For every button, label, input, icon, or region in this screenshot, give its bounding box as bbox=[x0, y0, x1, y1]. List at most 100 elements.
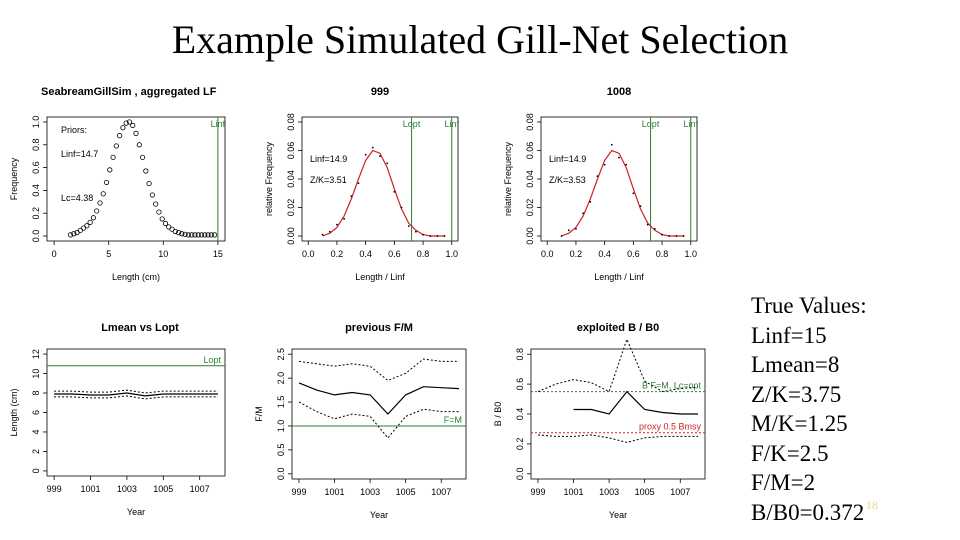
f999-ytick-label: 0.02 bbox=[286, 199, 296, 217]
lmean-series-mean bbox=[54, 392, 218, 397]
f1008-vline-label: Lopt bbox=[642, 119, 660, 129]
f999-ytick-label: 0.08 bbox=[286, 113, 296, 131]
lf-xtick-label: 5 bbox=[106, 249, 111, 259]
bb0-xtick-label: 1005 bbox=[635, 487, 655, 497]
lf-point bbox=[90, 215, 97, 221]
f1008-point bbox=[582, 212, 585, 215]
fm-ytick-label: 2.0 bbox=[276, 372, 286, 385]
lf-point bbox=[120, 125, 126, 131]
f1008-point bbox=[610, 143, 613, 146]
lf-point bbox=[192, 232, 198, 238]
lf-point bbox=[143, 168, 149, 174]
lf-annotation: Lc=4.38 bbox=[61, 193, 93, 203]
f999-point bbox=[350, 195, 353, 198]
lmean-series-bound-1 bbox=[54, 389, 218, 394]
f999-xtick-label: 1.0 bbox=[446, 249, 459, 259]
f999-point bbox=[357, 182, 360, 185]
lf-point bbox=[172, 228, 178, 235]
bb0-ytick-label: 0.2 bbox=[515, 438, 525, 451]
f999-ytick-label: 0.00 bbox=[286, 227, 296, 245]
f1008-point bbox=[653, 228, 656, 230]
lf-xtick-label: 10 bbox=[158, 249, 168, 259]
lf-point bbox=[175, 230, 182, 236]
lf-point bbox=[179, 231, 185, 237]
f999-point bbox=[422, 233, 424, 236]
lmean-xtick-label: 1003 bbox=[117, 484, 137, 494]
lmean-xlabel: Year bbox=[127, 507, 145, 517]
f999-point bbox=[364, 153, 367, 156]
f1008-ytick-label: 0.00 bbox=[525, 227, 535, 245]
lf-point bbox=[185, 232, 192, 238]
lf-point bbox=[139, 154, 146, 160]
true-value-zk: Z/K=3.75 bbox=[751, 381, 842, 407]
fm-xtick-label: 1001 bbox=[325, 487, 345, 497]
f1008-ytick-label: 0.02 bbox=[525, 199, 535, 217]
fm-ytick-label: 0.5 bbox=[276, 444, 286, 457]
f999-point bbox=[328, 230, 331, 233]
lf-xtick-label: 0 bbox=[52, 249, 57, 259]
lf-point bbox=[94, 208, 100, 214]
lmean-xtick-label: 999 bbox=[47, 484, 62, 494]
true-value-fk: F/K=2.5 bbox=[751, 440, 829, 466]
lf-ytick-label: 0.0 bbox=[31, 230, 41, 243]
f999-point bbox=[371, 146, 374, 149]
bb0-ytick-label: 0.4 bbox=[515, 408, 525, 421]
lmean-ytick-label: 6 bbox=[31, 410, 41, 415]
lf-point bbox=[67, 232, 74, 238]
bb0-ylabel: B / B0 bbox=[493, 402, 503, 427]
f999-point bbox=[429, 235, 432, 237]
f1008-title: 1008 bbox=[607, 86, 631, 98]
lmean-ytick-label: 12 bbox=[31, 349, 41, 359]
bb0-hline-label: proxy 0.5 Bmsy bbox=[639, 422, 702, 432]
lf-vline-label: Linf bbox=[211, 119, 226, 129]
slide-title: Example Simulated Gill-Net Selection bbox=[171, 17, 789, 62]
lmean-xtick-label: 1007 bbox=[190, 484, 210, 494]
lf-point bbox=[212, 232, 218, 238]
lf-point bbox=[87, 219, 93, 225]
f999-point bbox=[400, 206, 403, 209]
lmean-hline-label: Lopt bbox=[203, 355, 221, 365]
lmean-ytick-label: 0 bbox=[31, 468, 41, 473]
fm-title: previous F/M bbox=[345, 322, 413, 334]
lf-point bbox=[126, 119, 133, 125]
fm-xtick-label: 1007 bbox=[431, 487, 451, 497]
f1008-ytick-label: 0.04 bbox=[525, 170, 535, 188]
f1008-ylabel: relative Frequency bbox=[503, 141, 513, 216]
f999-point bbox=[436, 235, 439, 237]
bb0-series-bound-2 bbox=[537, 434, 698, 443]
f1008-annotation: Linf=14.9 bbox=[549, 154, 586, 164]
bb0-xtick-label: 1003 bbox=[599, 487, 619, 497]
lmean-plot-frame bbox=[46, 348, 226, 477]
f999-point bbox=[386, 162, 389, 165]
f1008-point bbox=[668, 235, 671, 237]
fm-hline-label: F=M bbox=[444, 415, 462, 425]
lmean-ytick-label: 2 bbox=[31, 449, 41, 454]
f1008-xtick-label: 0.4 bbox=[598, 249, 611, 259]
slide-number: 18 bbox=[866, 498, 878, 512]
lf-point bbox=[136, 142, 142, 148]
fm-ytick-label: 1.0 bbox=[276, 420, 286, 433]
fm-xtick-label: 1005 bbox=[396, 487, 416, 497]
lf-ytick-label: 0.8 bbox=[31, 139, 41, 152]
f999-ylabel: relative Frequency bbox=[264, 141, 274, 216]
lf-xlabel: Length (cm) bbox=[112, 272, 160, 282]
f1008-fit-line bbox=[561, 149, 684, 237]
bb0-ytick-label: 0.6 bbox=[515, 378, 525, 391]
lf-point bbox=[189, 232, 195, 238]
lf-point bbox=[146, 180, 152, 187]
f999-point bbox=[407, 225, 410, 227]
lf-annotation: Priors: bbox=[61, 125, 87, 135]
bb0-ytick-label: 0.0 bbox=[515, 468, 525, 481]
lf-point bbox=[107, 167, 113, 173]
f999-point bbox=[336, 223, 338, 226]
lf-point bbox=[84, 223, 90, 229]
f1008-xtick-label: 0.8 bbox=[656, 249, 669, 259]
true-value-lmean: Lmean=8 bbox=[751, 352, 840, 377]
fm-ytick-label: 0.0 bbox=[276, 468, 286, 481]
f999-xtick-label: 0.0 bbox=[302, 249, 315, 259]
f1008-point bbox=[575, 228, 577, 230]
lf-xtick-label: 15 bbox=[213, 249, 223, 259]
fm-ylabel: F/M bbox=[254, 406, 264, 422]
lf-point bbox=[208, 232, 214, 238]
